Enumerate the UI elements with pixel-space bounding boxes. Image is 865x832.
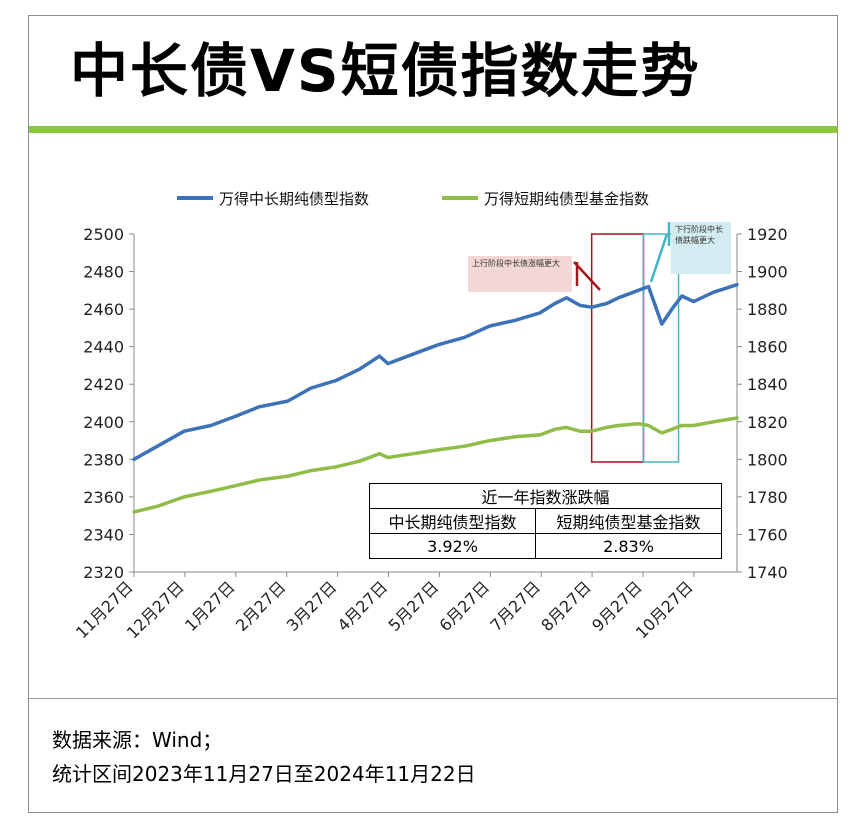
y-left-tick-label: 2360: [83, 488, 124, 507]
y-left-tick-label: 2480: [83, 263, 124, 282]
x-tick-label: 2月27日: [232, 577, 290, 635]
highlight-box-down: [642, 233, 680, 463]
x-tick-label: 6月27日: [435, 577, 493, 635]
y-right-tick-label: 1820: [747, 413, 788, 432]
y-right-tick-label: 1920: [747, 225, 788, 244]
y-left-tick-label: 2460: [83, 300, 124, 319]
x-tick-label: 7月27日: [486, 577, 544, 635]
footer-period: 统计区间2023年11月27日至2024年11月22日: [52, 762, 476, 786]
stats-value-long: 3.92%: [369, 533, 536, 559]
y-left-tick-label: 2420: [83, 375, 124, 394]
stats-header-long: 中长期纯债型指数: [369, 508, 536, 534]
y-right-tick-label: 1900: [747, 263, 788, 282]
series-line-long: [132, 282, 739, 462]
legend-label: 万得中长期纯债型指数: [219, 190, 369, 208]
y-left-tick-label: 2340: [83, 525, 124, 544]
title-underline: [29, 126, 838, 133]
x-tick-label: 3月27日: [283, 577, 341, 635]
callout-line-up: [573, 261, 601, 291]
y-right-tick-label: 1740: [747, 563, 788, 582]
stats-header-short: 短期纯债型基金指数: [535, 508, 722, 534]
x-tick-label: 4月27日: [334, 577, 392, 635]
line-chart: 2320 2340 2360 2380 2400 2420 2440 2460 2480 2500…: [72, 190, 788, 642]
y-right-tick-label: 1800: [747, 450, 788, 469]
footer-source: 数据来源：Wind；: [52, 728, 223, 752]
annotation-up: 上行阶段中长债涨幅更大: [468, 256, 572, 292]
y-left-tick-label: 2380: [83, 450, 124, 469]
page-title: 中长债VS短债指数走势: [70, 37, 701, 105]
y-right-tick-label: 1860: [747, 338, 788, 357]
x-tick-label: 8月27日: [537, 577, 595, 635]
y-left-tick-label: 2440: [83, 338, 124, 357]
y-left-tick-label: 2500: [83, 225, 124, 244]
y-left-tick-label: 2400: [83, 413, 124, 432]
x-tick-label: 5月27日: [385, 577, 443, 635]
y-right-tick-label: 1760: [747, 525, 788, 544]
footer-divider: [29, 698, 838, 699]
legend-label: 万得短期纯债型基金指数: [484, 190, 649, 208]
stats-table: 近一年指数涨跌幅 中长期纯债型指数 短期纯债型基金指数 3.92% 2.83%: [369, 483, 722, 559]
series-line-short: [132, 416, 739, 514]
y-right-tick-label: 1880: [747, 300, 788, 319]
x-tick-label: 1月27日: [181, 577, 239, 635]
stats-table-title: 近一年指数涨跌幅: [369, 483, 722, 509]
stats-value-short: 2.83%: [535, 533, 722, 559]
chart-card: [28, 15, 838, 813]
callout-line-down: [649, 233, 669, 283]
annotation-down: 下行阶段中长债跌幅更大: [671, 222, 731, 274]
y-left-tick-label: 2320: [83, 563, 124, 582]
y-right-tick-label: 1780: [747, 488, 788, 507]
y-right-tick-label: 1840: [747, 375, 788, 394]
